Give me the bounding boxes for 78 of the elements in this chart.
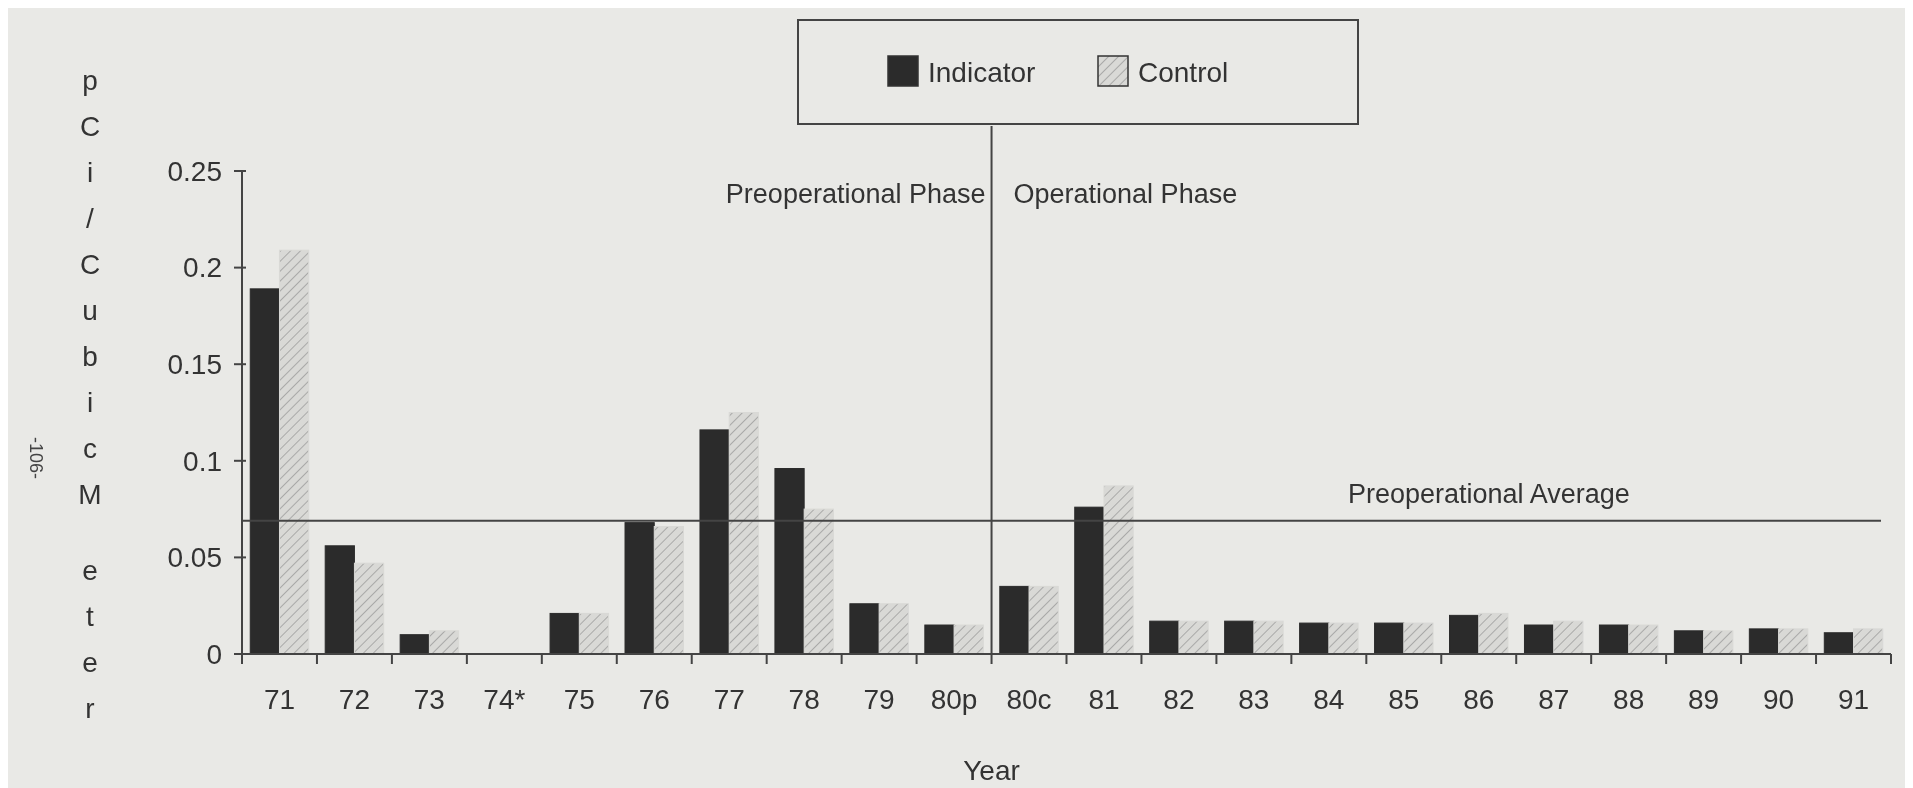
- y-tick-label: 0.15: [167, 349, 222, 380]
- x-tick-label: 89: [1688, 684, 1720, 715]
- bar: [578, 612, 610, 655]
- y-tick-label: 0.05: [167, 542, 222, 574]
- bar: [1523, 624, 1555, 655]
- x-tick-label: 77: [713, 684, 745, 715]
- y-tick-label: 0.2: [183, 252, 222, 284]
- bar: [953, 624, 984, 655]
- bar: [278, 249, 310, 655]
- x-tick-label: 80p: [930, 684, 978, 715]
- bar: [1778, 628, 1809, 655]
- bar: [549, 612, 580, 655]
- x-axis-title: Year: [963, 755, 1020, 786]
- ref-line-label: Preoperational Average: [1348, 478, 1630, 509]
- text: pCi/Cubic Meter: [78, 65, 102, 724]
- x-tick-label: 78: [788, 684, 820, 715]
- bar: [1103, 485, 1134, 655]
- legend-label: Control: [1138, 57, 1229, 88]
- bar: [1374, 622, 1405, 655]
- x-tick-label: 91: [1837, 684, 1870, 715]
- x-tick-label: 76: [638, 684, 670, 715]
- x-tick-label: 86: [1463, 684, 1495, 715]
- bar: [1703, 630, 1734, 655]
- bar: [1403, 622, 1434, 655]
- x-tick-label: 73: [413, 684, 445, 715]
- bar: [1328, 622, 1359, 655]
- x-tick-label: 88: [1613, 684, 1645, 715]
- x-tick-label: 81: [1088, 684, 1120, 715]
- x-tick-label: 75: [563, 684, 595, 715]
- bar: [1449, 614, 1480, 655]
- bar: [624, 522, 655, 655]
- annotation: Operational Phase: [1013, 179, 1238, 209]
- bar: [1149, 620, 1180, 655]
- annotation: Preoperational Phase: [725, 179, 986, 209]
- bar: [1299, 622, 1330, 655]
- bar: [699, 429, 730, 655]
- bar: [428, 630, 460, 655]
- bar: [999, 585, 1030, 655]
- bar: [878, 603, 909, 655]
- bar: [924, 624, 955, 655]
- y-tick-label: 0.1: [183, 445, 222, 477]
- x-tick-label: 82: [1163, 684, 1195, 715]
- bar: [728, 412, 759, 655]
- bar: [1253, 620, 1284, 655]
- bar: [1748, 628, 1780, 655]
- y-tick-label: 0.25: [167, 155, 222, 187]
- text: -106-: [26, 436, 46, 480]
- x-tick-label: 87: [1538, 684, 1570, 715]
- bar: [1478, 612, 1509, 655]
- bar: [353, 562, 385, 655]
- bar: [1074, 506, 1105, 655]
- bar: [1853, 628, 1884, 655]
- x-tick-label: 80c: [1006, 684, 1052, 715]
- bar: [1224, 620, 1255, 655]
- bar: [1673, 630, 1705, 655]
- bar: [1553, 620, 1584, 655]
- x-tick-label: 90: [1762, 684, 1795, 715]
- x-tick-label: 72: [338, 684, 371, 715]
- legend-label: Indicator: [928, 57, 1036, 88]
- x-tick-label: 83: [1238, 684, 1270, 715]
- bar: [1823, 632, 1855, 655]
- y-tick-label: 0: [206, 638, 222, 670]
- bar: [1178, 620, 1209, 655]
- x-tick-label: 84: [1313, 684, 1345, 715]
- bar: [849, 603, 880, 655]
- x-tick-label: 79: [863, 684, 895, 715]
- bar: [399, 634, 430, 655]
- x-tick-label: 74*: [483, 684, 526, 715]
- bar: [249, 288, 280, 655]
- bar: [1028, 585, 1059, 655]
- bar: [1598, 624, 1630, 655]
- bar: [324, 545, 355, 655]
- x-tick-label: 71: [263, 684, 296, 715]
- bar: [653, 525, 684, 655]
- bar: [774, 468, 805, 655]
- x-tick-label: 85: [1388, 684, 1420, 715]
- bar: [1628, 624, 1659, 655]
- bar: [803, 508, 834, 655]
